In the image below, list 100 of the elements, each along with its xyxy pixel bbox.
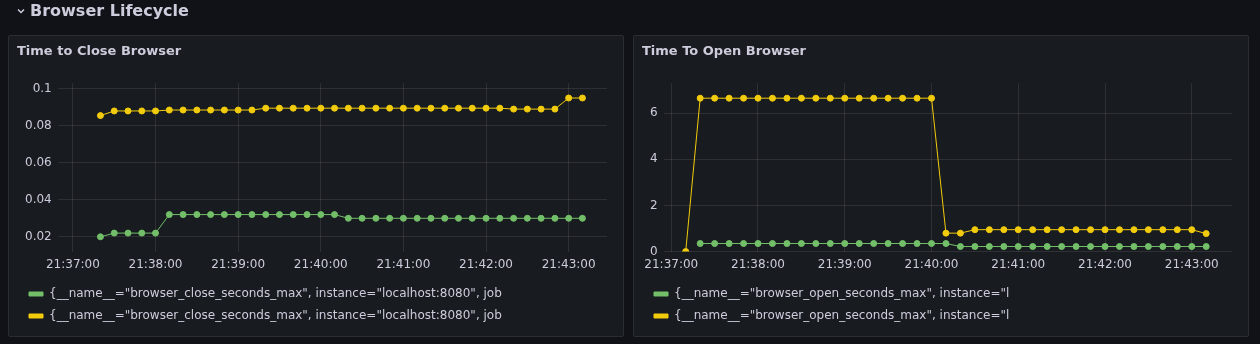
point	[152, 229, 160, 237]
point	[899, 240, 907, 248]
x-tick-label: 21:39:00	[211, 256, 266, 271]
point	[468, 214, 476, 222]
point	[1101, 226, 1109, 234]
point	[303, 211, 311, 219]
point	[1014, 226, 1022, 234]
point	[1000, 226, 1008, 234]
point	[262, 104, 270, 112]
point	[971, 226, 979, 234]
point	[551, 105, 559, 113]
point	[317, 104, 325, 112]
point	[928, 94, 936, 102]
point	[855, 94, 863, 102]
point	[899, 94, 907, 102]
point	[942, 229, 950, 237]
point	[262, 211, 270, 219]
point	[496, 104, 504, 112]
point	[124, 229, 132, 237]
point	[578, 214, 586, 222]
y-tick-label: 4	[649, 151, 658, 166]
point	[1087, 243, 1095, 251]
point	[1087, 226, 1095, 234]
point	[1202, 230, 1210, 238]
point	[1159, 243, 1167, 251]
point	[754, 94, 762, 102]
x-tick-label: 21:37:00	[644, 256, 699, 271]
point	[138, 107, 146, 115]
point	[1173, 226, 1181, 234]
point	[740, 240, 748, 248]
point	[1130, 243, 1138, 251]
x-tick-label: 21:39:00	[817, 256, 872, 271]
point	[841, 240, 849, 248]
point	[454, 104, 462, 112]
point	[913, 240, 921, 248]
point	[797, 240, 805, 248]
y-tick-label: 0.06	[25, 154, 52, 169]
point	[289, 211, 297, 219]
point	[220, 106, 228, 114]
point	[1202, 243, 1210, 251]
point	[399, 104, 407, 112]
point	[152, 107, 160, 115]
point	[427, 214, 435, 222]
point	[826, 240, 834, 248]
point	[523, 105, 531, 113]
point	[725, 240, 733, 248]
x-tick-label: 21:38:00	[731, 256, 785, 271]
x-tick-label: 21:41:00	[376, 256, 431, 271]
point	[427, 104, 435, 112]
point	[510, 105, 518, 113]
y-tick-label: 0.02	[25, 228, 52, 243]
point	[783, 240, 791, 248]
point	[985, 243, 993, 251]
point	[551, 214, 559, 222]
point	[165, 106, 173, 114]
point	[971, 243, 979, 251]
point	[841, 94, 849, 102]
point	[344, 104, 352, 112]
point	[124, 107, 132, 115]
point	[768, 240, 776, 248]
point	[1043, 243, 1051, 251]
point	[1058, 226, 1066, 234]
legend-label: {__name__="browser_open_seconds_max", instance="l	[674, 286, 1010, 301]
point	[96, 112, 104, 120]
point	[565, 94, 573, 102]
point	[303, 104, 311, 112]
point	[783, 94, 791, 102]
point	[1144, 243, 1152, 251]
point	[826, 94, 834, 102]
point	[510, 214, 518, 222]
point	[441, 104, 449, 112]
legend-label: {__name__="browser_open_seconds_max", instance="l	[674, 308, 1010, 323]
point	[386, 104, 394, 112]
point	[537, 105, 545, 113]
x-tick-label: 21:40:00	[904, 256, 959, 271]
point	[331, 211, 339, 219]
y-tick-label: 6	[649, 105, 658, 120]
point	[1000, 243, 1008, 251]
point	[1101, 243, 1109, 251]
point	[275, 211, 283, 219]
point	[110, 107, 118, 115]
point	[711, 94, 719, 102]
point	[740, 94, 748, 102]
point	[248, 106, 256, 114]
point	[768, 94, 776, 102]
x-tick-label: 21:38:00	[128, 256, 183, 271]
y-tick-label: 0.1	[32, 80, 52, 95]
point	[289, 104, 297, 112]
y-tick-label: 0.08	[25, 117, 52, 132]
point	[358, 214, 366, 222]
point	[985, 226, 993, 234]
point	[96, 233, 104, 241]
point	[1115, 243, 1123, 251]
point	[956, 229, 964, 237]
legend-label: {__name__="browser_close_seconds_max", instance="localhost:8080", job	[49, 286, 502, 301]
point	[711, 240, 719, 248]
point	[207, 211, 215, 219]
x-tick-label: 21:42:00	[1078, 256, 1132, 271]
point	[454, 214, 462, 222]
point	[468, 104, 476, 112]
